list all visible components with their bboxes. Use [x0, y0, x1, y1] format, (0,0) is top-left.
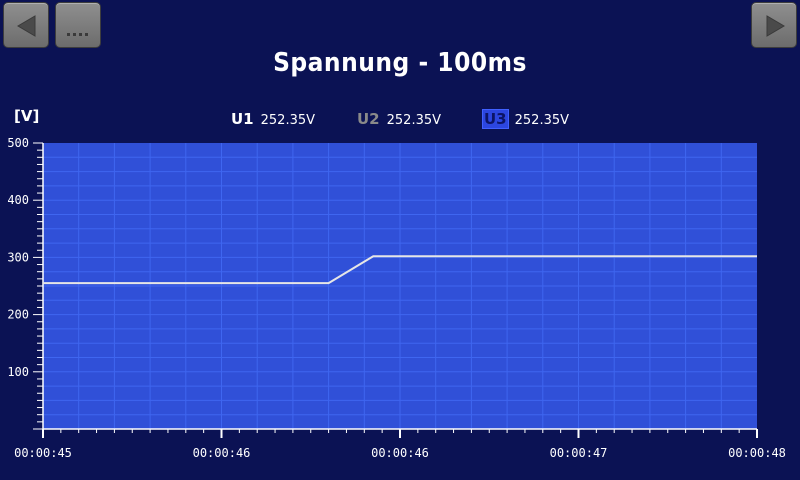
x-tick-label: 00:00:48	[728, 446, 786, 460]
legend-item-u3: U3 252.35V	[482, 109, 570, 129]
legend-u2-name: U2	[357, 110, 380, 128]
legend-u1-value: 252.35V	[260, 113, 316, 128]
legend-item-u2: U2 252.35V	[357, 110, 441, 128]
triangle-right-icon	[766, 15, 785, 37]
y-tick-label: 500	[7, 136, 29, 150]
previous-button[interactable]	[3, 2, 49, 48]
ellipsis-icon	[67, 33, 88, 36]
y-tick-label: 200	[7, 308, 29, 322]
legend-item-u1: U1 252.35V	[231, 110, 315, 128]
y-tick-label: 400	[7, 193, 29, 207]
legend-u3-name: U3	[482, 109, 509, 129]
x-tick-label: 00:00:46	[371, 446, 429, 460]
y-axis-unit-label: [V]	[14, 107, 40, 125]
y-tick-label: 100	[7, 365, 29, 379]
menu-button[interactable]	[55, 2, 101, 48]
x-tick-label: 00:00:46	[193, 446, 251, 460]
legend-u3-value: 252.35V	[514, 113, 570, 128]
next-button[interactable]	[751, 2, 797, 48]
series-line-1	[43, 255, 757, 285]
legend-u2-value: 252.35V	[386, 113, 442, 128]
triangle-left-icon	[17, 15, 36, 37]
page-title: Spannung - 100ms	[273, 48, 527, 78]
x-tick-label: 00:00:45	[14, 446, 72, 460]
legend-u1-name: U1	[231, 110, 254, 128]
y-tick-label: 300	[7, 250, 29, 264]
x-tick-label: 00:00:47	[550, 446, 608, 460]
